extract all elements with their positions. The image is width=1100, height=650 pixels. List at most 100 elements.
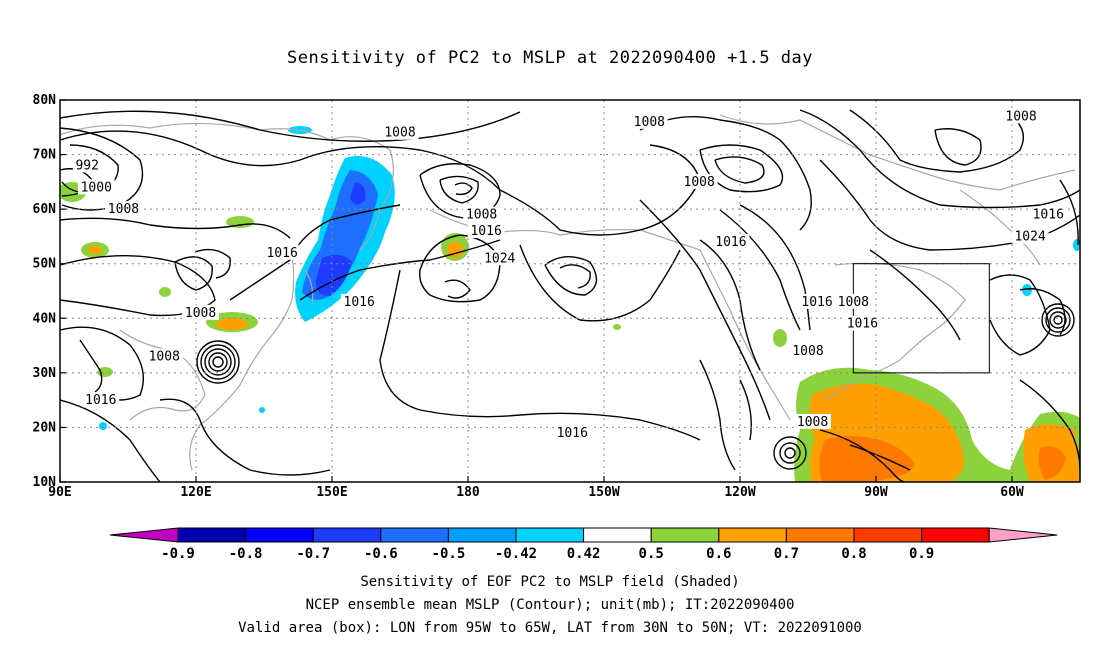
plot-frame — [59, 99, 1081, 483]
contour-label-bg — [77, 179, 115, 195]
colorbar-segment — [853, 527, 923, 543]
colorbar-label: -0.5 — [432, 546, 466, 562]
colorbar-label: 0.42 — [567, 546, 601, 562]
tick-label-lat: 80N — [33, 93, 57, 108]
plot-title: Sensitivity of PC2 to MSLP at 2022090400… — [286, 48, 813, 68]
colorbar-high-triangle — [988, 527, 1058, 543]
colorbar-segment — [718, 527, 787, 543]
tick-label-lon: 150W — [588, 485, 619, 500]
tick-label-lon: 180 — [456, 485, 480, 500]
contour-label-bg — [182, 304, 219, 320]
contour-label: 1024 — [484, 251, 515, 266]
contour-label: 1008 — [466, 208, 497, 223]
contour-label-bg — [712, 233, 750, 249]
shade-patch — [1022, 284, 1032, 296]
tick-label-lat: 20N — [33, 420, 57, 435]
contour-label: 1008 — [684, 175, 715, 190]
caption-valid-area: Valid area (box): LON from 95W to 65W, L… — [238, 620, 862, 636]
contour-label: 1016 — [470, 224, 501, 239]
tick-label-lon: 120W — [724, 485, 755, 500]
contour-label-bg — [844, 315, 881, 331]
tick-label-lon: 90W — [864, 485, 888, 500]
contour-label-bg — [263, 244, 301, 260]
contour-label-bg — [381, 124, 419, 140]
contour-label: 1008 — [792, 344, 823, 359]
shade-patch — [613, 324, 621, 330]
colorbar-low-triangle — [109, 527, 179, 543]
contour-label-bg — [834, 293, 872, 309]
contour-label: 1008 — [108, 202, 139, 217]
tick-label-lat: 30N — [33, 366, 57, 381]
tick-label-lat: 60N — [33, 202, 57, 217]
shade-patch — [773, 329, 787, 347]
colorbar-label: -0.9 — [161, 546, 195, 562]
contour-label: 1016 — [1033, 208, 1064, 223]
tick-label-lon: 150E — [316, 485, 347, 500]
shade-patch — [216, 318, 248, 330]
colorbar-segment — [380, 527, 449, 543]
shade-patch — [99, 422, 107, 430]
colorbar-label: -0.8 — [229, 546, 263, 562]
tick-label-lat: 40N — [33, 311, 57, 326]
contour-label-bg — [145, 348, 183, 364]
contour-label: 1008 — [1005, 109, 1036, 124]
caption-contour: NCEP ensemble mean MSLP (Contour); unit(… — [305, 597, 795, 613]
contour-label-bg — [794, 413, 831, 429]
contour-label-bg — [680, 173, 718, 189]
colorbar-segment — [921, 527, 990, 543]
tick-label-lat: 50N — [33, 257, 57, 272]
contour-label: 992 — [75, 158, 98, 173]
contour-label: 1008 — [634, 115, 665, 130]
map-axes: 90E 120E 150E 180 150W 120W 90W 60W 80N 70N 60N 50N… — [33, 93, 1024, 500]
contour-label-bg — [630, 113, 668, 129]
colorbar-segment — [583, 527, 652, 543]
contour-label-bg — [1002, 108, 1040, 124]
colorbar-segment — [515, 527, 585, 543]
contour-label: 1016 — [85, 393, 116, 408]
tick-label-lon: 120E — [180, 485, 211, 500]
contour-label: 1016 — [266, 246, 297, 261]
mslp-contours — [60, 109, 1080, 482]
tick-label-lon: 60W — [1000, 485, 1024, 500]
shade-patch — [226, 216, 254, 228]
contour-label: 1016 — [801, 295, 832, 310]
contour-label: 1016 — [847, 317, 878, 332]
colorbar-label: 0.6 — [706, 546, 731, 562]
shade-positive-inner-2 — [1038, 446, 1066, 480]
contour-label-bg — [798, 293, 836, 309]
shaded-regions — [60, 126, 1080, 482]
contour-label: 1008 — [149, 349, 180, 364]
contour-label-bg — [340, 293, 378, 309]
contour-label: 1024 — [1014, 229, 1045, 244]
colorbar-label: -0.42 — [495, 546, 537, 562]
contour-label-bg — [82, 392, 120, 408]
colorbar-segment — [312, 527, 382, 543]
colorbar-label: 0.7 — [774, 546, 799, 562]
contour-label: 1008 — [797, 415, 828, 430]
tick-label-lat: 10N — [33, 475, 57, 490]
colorbar-label: -0.7 — [296, 546, 330, 562]
contour-label: 1016 — [715, 235, 746, 250]
colorbar-segment — [447, 527, 517, 543]
contour-labels: 9921000100810081016100810161024101610081… — [72, 108, 1067, 441]
shade-negative-inner-2 — [350, 182, 366, 205]
colorbar-label: 0.8 — [841, 546, 866, 562]
contour-label-bg — [481, 250, 519, 266]
colorbar-segment — [650, 527, 720, 543]
contour-label-bg — [105, 201, 142, 217]
contour-label: 1008 — [838, 295, 869, 310]
colorbar-segment — [177, 527, 247, 543]
colorbar-label: -0.6 — [364, 546, 398, 562]
contour-label-bg — [463, 206, 500, 222]
tick-label-lat: 70N — [33, 148, 57, 163]
colorbar: -0.9 -0.8 -0.7 -0.6 -0.5 -0.42 0.42 0.5 0.6 0.7 0.… — [109, 527, 1058, 562]
colorbar-segment — [785, 527, 855, 543]
contour-label-bg — [1029, 206, 1067, 222]
contour-label: 1016 — [557, 426, 588, 441]
tick-label-lon: 90E — [48, 485, 71, 500]
contour-label: 1008 — [384, 126, 415, 141]
contour-label-bg — [1011, 228, 1049, 244]
contour-label: 1008 — [185, 306, 216, 321]
shade-patch — [88, 246, 102, 254]
